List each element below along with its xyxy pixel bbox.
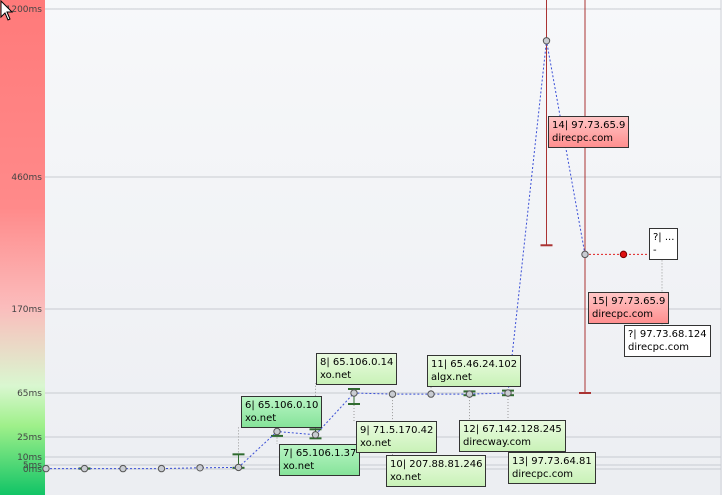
- data-point: [542, 37, 551, 45]
- hop-address: 10| 207.88.81.246: [390, 459, 483, 470]
- hop-host: direcway.com: [463, 437, 532, 448]
- data-point: [311, 431, 320, 439]
- y-tick-label: 0ms: [23, 465, 42, 475]
- hop-host: xo.net: [283, 461, 315, 472]
- hop-host: xo.net: [320, 370, 352, 381]
- hop-label: ?| 97.73.68.124 direcpc.com: [624, 325, 711, 357]
- hop-host: direcpc.com: [592, 309, 654, 320]
- y-tick-label: 5ms: [23, 461, 42, 471]
- hop-label: 12| 67.142.128.245 direcway.com: [459, 420, 566, 452]
- data-point: [350, 389, 358, 397]
- y-tick-label: 460ms: [11, 173, 42, 183]
- plot-background: [45, 0, 722, 495]
- hop-host: algx.net: [431, 372, 472, 383]
- data-point: [581, 250, 589, 259]
- latency-series-line: [46, 40, 586, 470]
- hop-address: 8| 65.106.0.14: [320, 357, 394, 368]
- data-point: [234, 463, 243, 472]
- hop-address: 9| 71.5.170.42: [360, 425, 434, 436]
- data-point: [196, 464, 204, 472]
- hop-label: 13| 97.73.64.81 direcpc.com: [508, 452, 596, 484]
- hop-address: 6| 65.106.0.10: [245, 400, 319, 411]
- data-point: [80, 464, 89, 473]
- data-point: [273, 427, 281, 436]
- hop-label: 10| 207.88.81.246 xo.net: [386, 455, 487, 487]
- data-point: [157, 464, 166, 473]
- hop-address: 7| 65.106.1.37: [283, 448, 357, 459]
- hop-label: 7| 65.106.1.37 xo.net: [279, 444, 361, 476]
- hop-address: 14| 97.73.65.9: [552, 120, 626, 131]
- mouse-pointer-icon: [0, 0, 14, 21]
- data-point: [42, 464, 50, 473]
- hop-host: xo.net: [245, 413, 277, 424]
- y-tick-label: 170ms: [11, 305, 42, 315]
- hop-label: 15| 97.73.65.9 direcpc.com: [588, 292, 670, 324]
- data-point: [388, 390, 397, 398]
- hop-address: ?| ...: [653, 232, 675, 243]
- hop-label: 14| 97.73.65.9 direcpc.com: [548, 116, 630, 148]
- y-tick-label: 65ms: [17, 389, 42, 399]
- data-point: [427, 390, 435, 398]
- hop-address: 15| 97.73.65.9: [592, 296, 666, 307]
- hop-address: 12| 67.142.128.245: [463, 424, 562, 435]
- hop-host: xo.net: [360, 438, 392, 449]
- hop-label: 9| 71.5.170.42 xo.net: [356, 421, 438, 453]
- hop-address: 13| 97.73.64.81: [512, 456, 592, 467]
- hop-host: direcpc.com: [552, 133, 614, 144]
- hop-host: -: [653, 245, 657, 256]
- hop-host: direcpc.com: [628, 342, 690, 353]
- hop-label: 6| 65.106.0.10 xo.net: [241, 396, 323, 428]
- data-point: [504, 389, 512, 397]
- hop-address: ?| 97.73.68.124: [628, 329, 707, 340]
- data-point: [465, 390, 474, 398]
- hop-label: 8| 65.106.0.14 xo.net: [316, 353, 398, 385]
- data-point: [119, 464, 127, 473]
- y-tick-label: 10ms: [17, 453, 42, 463]
- hop-address: 11| 65.46.24.102: [431, 359, 518, 370]
- hop-host: direcpc.com: [512, 469, 574, 480]
- latency-scale-bar: [0, 0, 45, 495]
- data-point: [619, 250, 628, 259]
- hop-label: 11| 65.46.24.102 algx.net: [427, 355, 522, 387]
- hop-label: ?| ... -: [649, 228, 679, 260]
- y-tick-label: 1200ms: [6, 5, 43, 15]
- y-tick-label: 25ms: [17, 433, 42, 443]
- hop-host: xo.net: [390, 472, 422, 483]
